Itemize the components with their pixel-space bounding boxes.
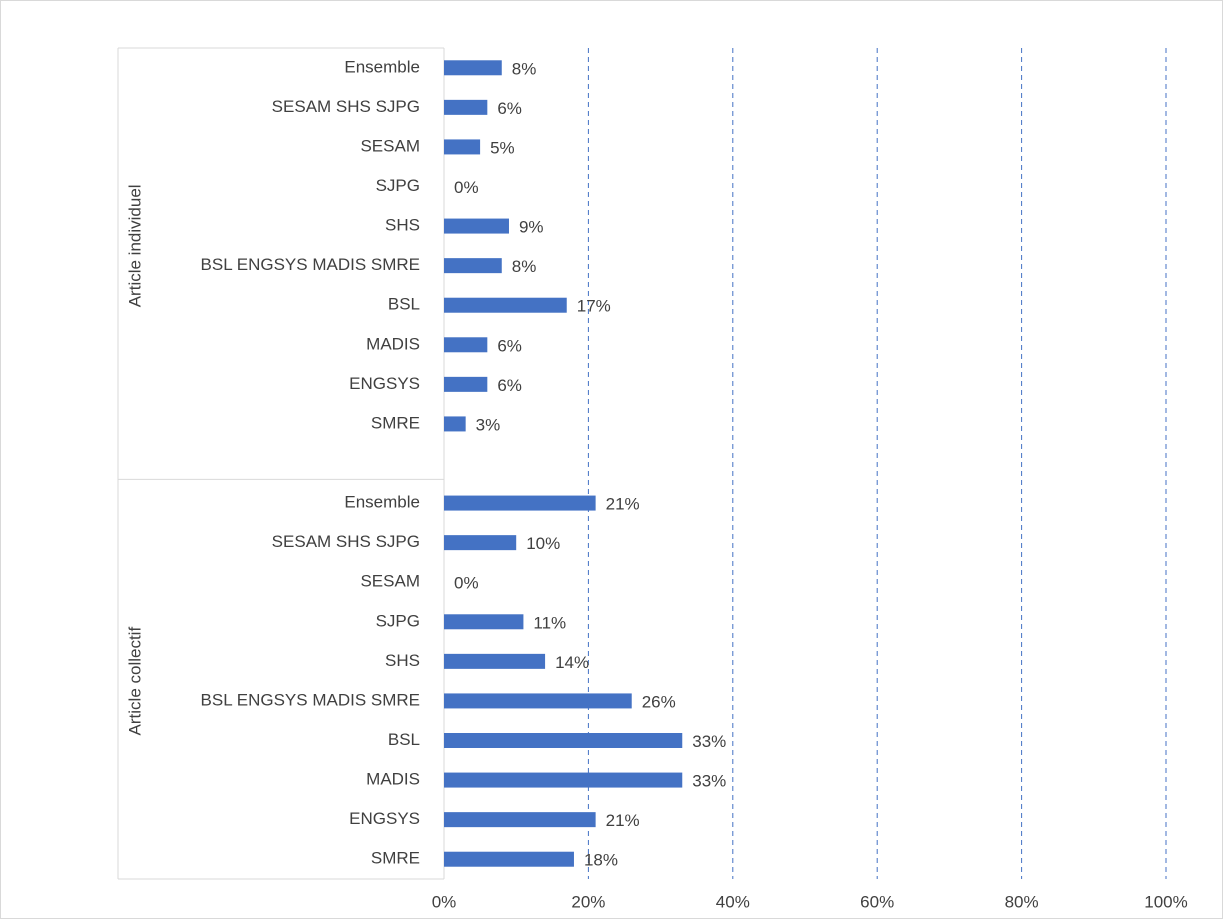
y-tick-label: BSL: [388, 730, 420, 749]
bar: [444, 772, 683, 788]
data-label: 33%: [692, 732, 726, 751]
data-label: 18%: [584, 851, 618, 870]
y-tick-label: SESAM: [360, 136, 420, 155]
data-label: 21%: [606, 811, 640, 830]
data-label: 21%: [606, 495, 640, 514]
y-tick-label: BSL: [388, 295, 420, 314]
bar: [444, 535, 517, 551]
bar: [444, 495, 596, 511]
x-tick-label: 80%: [1005, 892, 1039, 911]
bar: [444, 812, 596, 828]
bar: [444, 851, 574, 867]
bar: [444, 337, 488, 353]
y-tick-label: SESAM SHS SJPG: [272, 97, 420, 116]
x-tick-label: 100%: [1144, 892, 1187, 911]
data-label: 8%: [512, 59, 537, 78]
data-label: 9%: [519, 218, 544, 237]
bar: [444, 614, 524, 630]
y-tick-label: SJPG: [376, 611, 420, 630]
data-label: 6%: [497, 336, 522, 355]
data-label: 11%: [533, 613, 566, 632]
y-tick-label: SESAM SHS SJPG: [272, 532, 420, 551]
data-label: 33%: [692, 772, 726, 791]
bar: [444, 60, 502, 76]
x-tick-label: 0%: [432, 892, 457, 911]
y-tick-label: Ensemble: [344, 57, 420, 76]
y-tick-label: Ensemble: [344, 493, 420, 512]
data-label: 0%: [454, 178, 479, 197]
bar: [444, 99, 488, 115]
y-tick-label: SJPG: [376, 176, 420, 195]
group-label: Article individuel: [125, 184, 144, 307]
bar: [444, 218, 509, 234]
data-label: 3%: [476, 415, 501, 434]
bar: [444, 376, 488, 392]
y-tick-label: BSL ENGSYS MADIS SMRE: [201, 255, 420, 274]
y-tick-label: MADIS: [366, 334, 420, 353]
y-tick-label: SMRE: [371, 413, 420, 432]
y-tick-label: ENGSYS: [349, 809, 420, 828]
bar: [444, 297, 567, 313]
data-label: 6%: [497, 99, 522, 118]
x-tick-label: 60%: [860, 892, 894, 911]
x-tick-label: 40%: [716, 892, 750, 911]
y-tick-label: SESAM: [360, 572, 420, 591]
data-label: 14%: [555, 653, 589, 672]
x-tick-label: 20%: [571, 892, 605, 911]
bar: [444, 693, 632, 709]
y-tick-label: SHS: [385, 651, 420, 670]
data-label: 8%: [512, 257, 537, 276]
data-label: 17%: [577, 297, 611, 316]
bar: [444, 258, 502, 274]
bar: [444, 416, 466, 432]
data-label: 10%: [526, 534, 560, 553]
y-tick-label: BSL ENGSYS MADIS SMRE: [201, 690, 420, 709]
bar: [444, 653, 546, 669]
y-tick-label: MADIS: [366, 770, 420, 789]
y-tick-label: SHS: [385, 216, 420, 235]
data-label: 5%: [490, 138, 515, 157]
data-label: 26%: [642, 692, 676, 711]
data-label: 0%: [454, 574, 479, 593]
bar: [444, 139, 481, 155]
y-tick-label: ENGSYS: [349, 374, 420, 393]
data-label: 6%: [497, 376, 522, 395]
bar: [444, 733, 683, 748]
group-label: Article collectif: [125, 627, 144, 736]
y-tick-label: SMRE: [371, 849, 420, 868]
